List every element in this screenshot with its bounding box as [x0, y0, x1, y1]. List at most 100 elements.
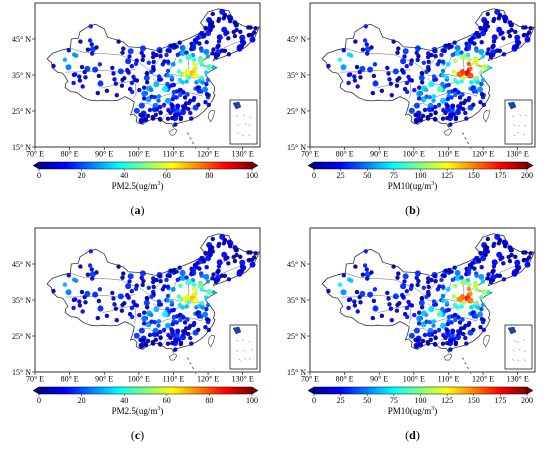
station-point [440, 97, 446, 104]
station-point [364, 46, 371, 53]
station-point [141, 96, 147, 101]
station-point [440, 68, 446, 74]
map-panel-c: 45° N 35° N 25° N 15° N 70° E 80° E 90° E 100° … [0, 225, 275, 449]
station-point [215, 44, 221, 49]
station-point [417, 85, 422, 90]
station-point [509, 252, 514, 258]
colorbar-tick-label: 200 [521, 396, 533, 405]
station-point [511, 45, 518, 52]
station-point [370, 90, 375, 96]
station-point [478, 100, 483, 105]
station-point [192, 95, 197, 101]
station-point [514, 39, 520, 44]
station-point [478, 325, 483, 330]
station-point [445, 328, 450, 334]
station-point [436, 102, 442, 108]
station-point [150, 279, 156, 285]
station-point [463, 335, 468, 341]
station-point [158, 342, 163, 347]
panel-label-part: ) [415, 203, 420, 217]
station-point [158, 104, 163, 110]
station-point [88, 24, 94, 29]
station-point [133, 61, 139, 66]
station-point [457, 95, 463, 100]
colorbar-tick-label: 60 [163, 171, 171, 180]
station-point [94, 45, 99, 50]
station-point [455, 109, 461, 116]
station-point [162, 284, 167, 289]
station-point [80, 309, 85, 314]
station-point [479, 317, 485, 322]
station-point [355, 309, 360, 314]
dash-line [464, 136, 467, 140]
station-point [496, 251, 503, 258]
station-point [62, 282, 68, 287]
station-point [485, 276, 490, 281]
station-point [120, 302, 125, 308]
lon-tick-label: 70° E [301, 150, 319, 159]
station-point [514, 264, 520, 269]
station-point [400, 283, 407, 290]
map-svg-a: 45° N 35° N 25° N 15° N70° E 80° E 90° E 100° … [12, 2, 261, 180]
station-point [477, 86, 484, 93]
station-point [459, 79, 464, 84]
station-point [179, 50, 186, 56]
station-point [416, 278, 421, 284]
station-point [165, 306, 170, 312]
station-point [152, 95, 157, 100]
dash-line [461, 357, 465, 360]
station-point [65, 64, 72, 71]
station-point [113, 81, 119, 86]
station-point [181, 90, 186, 95]
station-point [459, 50, 464, 55]
station-point [413, 102, 420, 109]
station-point [193, 66, 198, 72]
station-point [239, 259, 246, 266]
station-point [133, 286, 139, 291]
station-point [216, 34, 223, 41]
station-point [391, 264, 396, 269]
panel-label-part: ) [140, 203, 145, 217]
station-point [179, 275, 186, 281]
scs-island [242, 338, 245, 341]
station-point [114, 318, 120, 323]
station-point [223, 256, 228, 262]
station-point [497, 273, 503, 278]
station-point [486, 272, 491, 277]
station-point [511, 270, 518, 277]
station-point [92, 291, 99, 298]
lat-tick-label: 15° N [287, 368, 306, 377]
station-point [404, 63, 409, 69]
dash-line [466, 366, 470, 370]
station-point [141, 90, 148, 97]
station-point [248, 25, 253, 30]
station-point [424, 312, 429, 318]
station-point [418, 74, 425, 81]
station-point [110, 290, 115, 296]
station-point [485, 236, 490, 242]
station-point [158, 329, 163, 335]
panel-label-part: c [134, 428, 141, 442]
lat-tick-label: 35° N [287, 296, 306, 305]
station-point [478, 273, 485, 280]
station-point [175, 277, 180, 282]
scs-island [248, 358, 251, 360]
station-point [72, 277, 77, 282]
station-point [179, 269, 186, 276]
station-point [389, 318, 394, 323]
station-point [372, 62, 378, 67]
station-point [503, 243, 508, 248]
scs-island [512, 115, 514, 118]
station-point [490, 269, 496, 274]
dash-line [464, 361, 467, 365]
station-point [446, 314, 452, 320]
station-point [132, 77, 137, 83]
station-point [125, 58, 132, 65]
station-point [479, 306, 484, 312]
station-point [192, 320, 197, 326]
scs-island [248, 124, 251, 127]
station-point [156, 98, 161, 103]
station-point [490, 44, 496, 49]
station-point [204, 306, 209, 312]
station-point [496, 26, 503, 33]
